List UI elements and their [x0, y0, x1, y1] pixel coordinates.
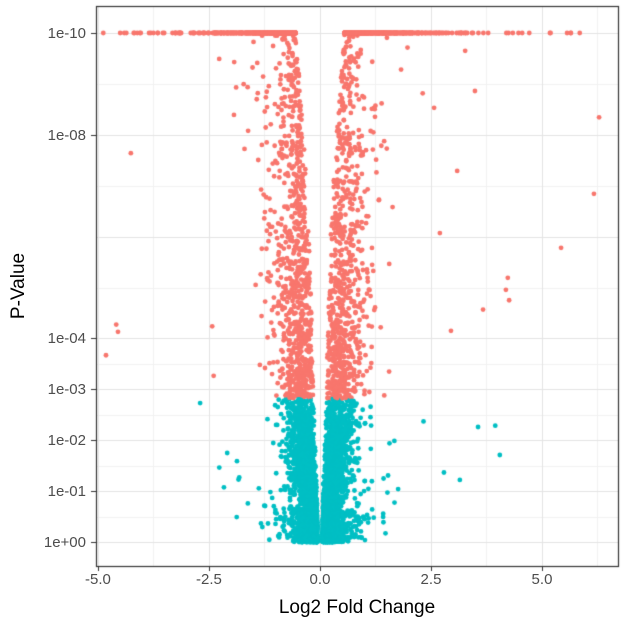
y-tick-label: 1e-10: [47, 24, 86, 42]
x-tick-label: -5.0: [85, 571, 111, 588]
y-tick-label: 1e-08: [47, 126, 86, 144]
y-axis-title: P-Value: [8, 252, 29, 320]
y-tick-label: 1e-04: [47, 330, 86, 348]
x-tick-label: 2.5: [420, 571, 442, 588]
y-tick-label: 1e-02: [47, 432, 86, 450]
y-tick-label: 1e-01: [47, 483, 86, 501]
x-tick-label: 5.0: [531, 571, 553, 588]
y-tick-label: 1e-03: [47, 381, 86, 399]
x-tick-label: 0.0: [309, 571, 331, 588]
x-axis-title: Log2 Fold Change: [278, 597, 436, 618]
x-tick-label: -2.5: [196, 571, 222, 588]
y-tick-label: 1e+00: [43, 534, 86, 552]
